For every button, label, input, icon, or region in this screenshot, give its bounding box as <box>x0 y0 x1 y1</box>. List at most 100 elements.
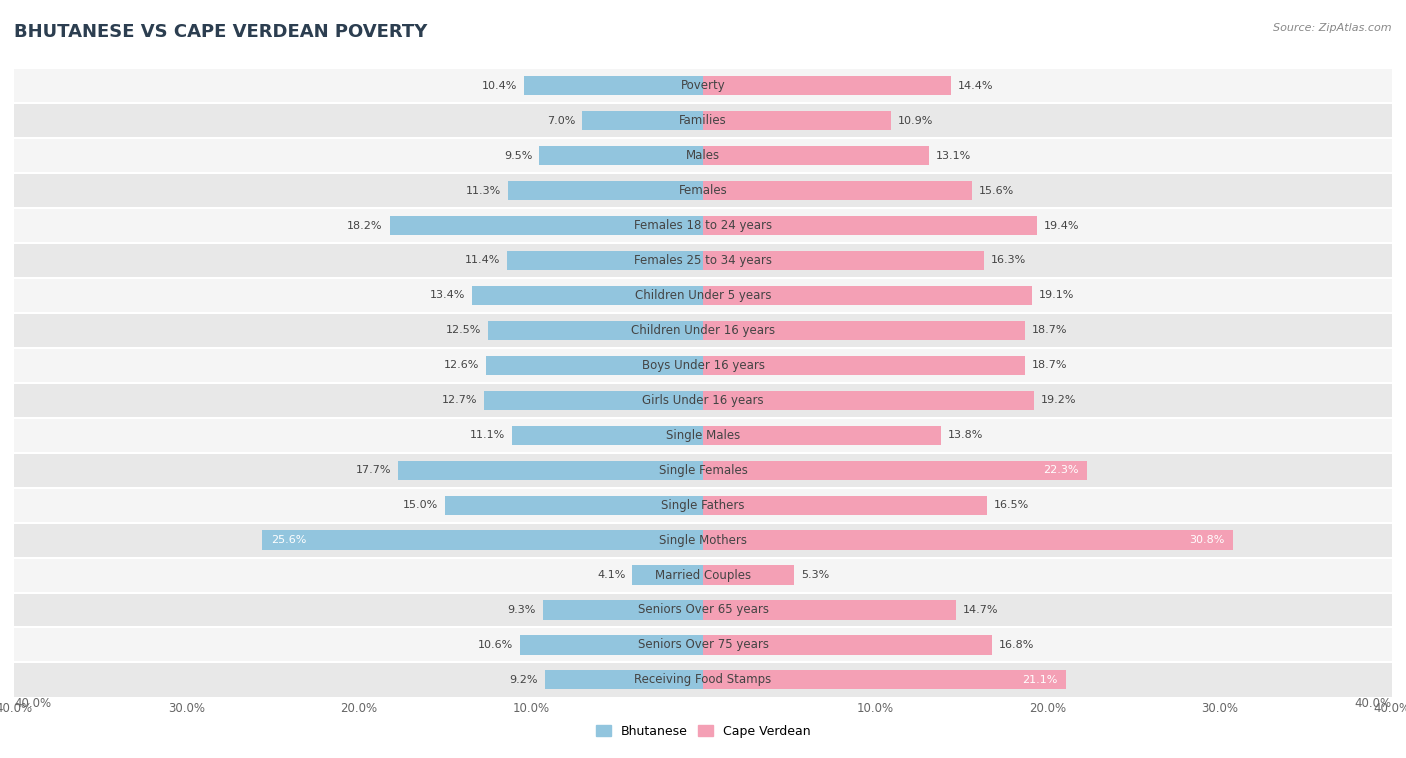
Bar <box>703 146 928 165</box>
Text: 12.5%: 12.5% <box>446 325 481 335</box>
Text: Married Couples: Married Couples <box>655 568 751 581</box>
Text: Girls Under 16 years: Girls Under 16 years <box>643 393 763 407</box>
Bar <box>703 531 1233 550</box>
Bar <box>472 286 703 305</box>
Bar <box>703 565 794 584</box>
Text: 9.5%: 9.5% <box>505 151 533 161</box>
Bar <box>14 103 1392 138</box>
Bar <box>262 531 703 550</box>
Bar <box>14 558 1392 593</box>
Text: 9.3%: 9.3% <box>508 605 536 615</box>
Text: 16.5%: 16.5% <box>994 500 1029 510</box>
Bar <box>509 181 703 200</box>
Text: Females 18 to 24 years: Females 18 to 24 years <box>634 219 772 232</box>
Text: Single Females: Single Females <box>658 464 748 477</box>
Text: 18.7%: 18.7% <box>1032 360 1067 371</box>
Text: 10.9%: 10.9% <box>897 116 934 126</box>
Text: 19.4%: 19.4% <box>1045 221 1080 230</box>
Bar <box>703 251 984 270</box>
Bar <box>14 348 1392 383</box>
Bar <box>14 173 1392 208</box>
Text: 16.8%: 16.8% <box>1000 640 1035 650</box>
Text: 40.0%: 40.0% <box>14 697 51 710</box>
Text: 13.8%: 13.8% <box>948 431 983 440</box>
Bar <box>703 286 1032 305</box>
Text: 30.8%: 30.8% <box>1189 535 1225 545</box>
Text: Females: Females <box>679 184 727 197</box>
Text: 40.0%: 40.0% <box>1355 697 1392 710</box>
Bar <box>14 68 1392 103</box>
Text: Children Under 16 years: Children Under 16 years <box>631 324 775 337</box>
Text: Poverty: Poverty <box>681 79 725 92</box>
Bar <box>703 321 1025 340</box>
Text: 14.7%: 14.7% <box>963 605 998 615</box>
Text: 5.3%: 5.3% <box>801 570 830 580</box>
Bar <box>520 635 703 655</box>
Bar <box>540 146 703 165</box>
Text: 15.6%: 15.6% <box>979 186 1014 196</box>
Text: 13.4%: 13.4% <box>430 290 465 300</box>
Legend: Bhutanese, Cape Verdean: Bhutanese, Cape Verdean <box>592 721 814 741</box>
Text: 12.6%: 12.6% <box>444 360 479 371</box>
Text: 18.7%: 18.7% <box>1032 325 1067 335</box>
Bar <box>703 111 891 130</box>
Text: 15.0%: 15.0% <box>402 500 437 510</box>
Text: 17.7%: 17.7% <box>356 465 391 475</box>
Bar <box>444 496 703 515</box>
Bar <box>14 313 1392 348</box>
Text: Seniors Over 65 years: Seniors Over 65 years <box>637 603 769 616</box>
Text: Females 25 to 34 years: Females 25 to 34 years <box>634 254 772 267</box>
Bar <box>488 321 703 340</box>
Text: Single Fathers: Single Fathers <box>661 499 745 512</box>
Bar <box>512 425 703 445</box>
Text: BHUTANESE VS CAPE VERDEAN POVERTY: BHUTANESE VS CAPE VERDEAN POVERTY <box>14 23 427 41</box>
Bar <box>14 418 1392 453</box>
Text: Families: Families <box>679 114 727 127</box>
Bar <box>543 600 703 619</box>
Text: 7.0%: 7.0% <box>547 116 575 126</box>
Bar <box>506 251 703 270</box>
Text: Single Mothers: Single Mothers <box>659 534 747 547</box>
Bar <box>14 383 1392 418</box>
Bar <box>14 208 1392 243</box>
Text: 19.1%: 19.1% <box>1039 290 1074 300</box>
Text: Boys Under 16 years: Boys Under 16 years <box>641 359 765 372</box>
Bar <box>703 216 1038 235</box>
Bar <box>703 356 1025 375</box>
Bar <box>524 76 703 96</box>
Text: 10.6%: 10.6% <box>478 640 513 650</box>
Text: 22.3%: 22.3% <box>1043 465 1078 475</box>
Text: Source: ZipAtlas.com: Source: ZipAtlas.com <box>1274 23 1392 33</box>
Bar <box>703 390 1033 410</box>
Bar <box>14 522 1392 558</box>
Bar <box>14 662 1392 697</box>
Bar <box>398 461 703 480</box>
Bar <box>633 565 703 584</box>
Bar <box>14 593 1392 628</box>
Bar <box>703 425 941 445</box>
Bar <box>14 278 1392 313</box>
Bar <box>582 111 703 130</box>
Text: 11.4%: 11.4% <box>464 255 499 265</box>
Text: Single Males: Single Males <box>666 429 740 442</box>
Bar <box>14 628 1392 662</box>
Text: 10.4%: 10.4% <box>482 80 517 91</box>
Bar <box>14 138 1392 173</box>
Bar <box>703 181 972 200</box>
Bar <box>703 635 993 655</box>
Bar <box>544 670 703 690</box>
Bar <box>486 356 703 375</box>
Bar <box>14 487 1392 522</box>
Text: 19.2%: 19.2% <box>1040 395 1076 406</box>
Bar <box>703 670 1066 690</box>
Text: Males: Males <box>686 149 720 162</box>
Bar <box>703 76 950 96</box>
Bar <box>484 390 703 410</box>
Text: 11.1%: 11.1% <box>470 431 505 440</box>
Text: 9.2%: 9.2% <box>509 675 537 685</box>
Text: 13.1%: 13.1% <box>935 151 970 161</box>
Text: 18.2%: 18.2% <box>347 221 382 230</box>
Text: 14.4%: 14.4% <box>957 80 994 91</box>
Text: 4.1%: 4.1% <box>598 570 626 580</box>
Bar <box>703 600 956 619</box>
